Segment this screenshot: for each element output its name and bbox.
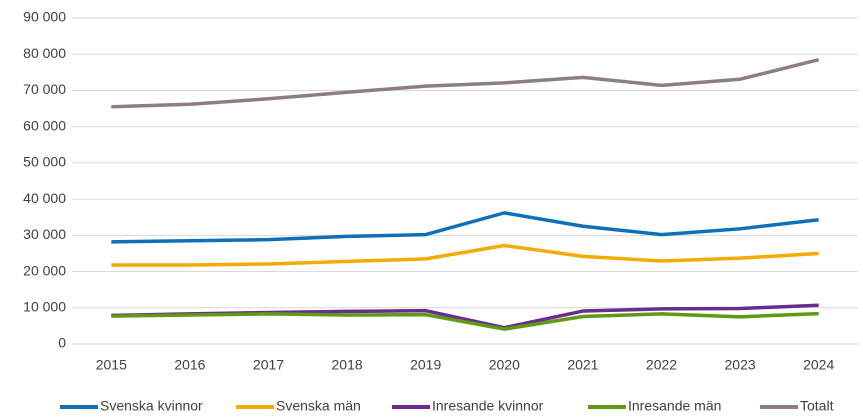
x-tick-label: 2021 xyxy=(567,357,598,373)
legend-label: Svenska män xyxy=(276,398,361,414)
y-tick-label: 50 000 xyxy=(23,154,66,170)
x-tick-label: 2017 xyxy=(253,357,284,373)
y-tick-label: 0 xyxy=(58,335,66,351)
y-tick-label: 10 000 xyxy=(23,298,66,314)
x-tick-label: 2022 xyxy=(646,357,677,373)
x-tick-label: 2015 xyxy=(96,357,127,373)
y-tick-label: 60 000 xyxy=(23,117,66,133)
x-tick-label: 2016 xyxy=(174,357,205,373)
legend-label: Totalt xyxy=(800,398,834,414)
x-tick-label: 2024 xyxy=(803,357,834,373)
y-tick-label: 90 000 xyxy=(23,9,66,25)
legend-label: Svenska kvinnor xyxy=(100,398,203,414)
x-tick-label: 2020 xyxy=(489,357,520,373)
y-tick-label: 70 000 xyxy=(23,81,66,97)
y-tick-label: 80 000 xyxy=(23,45,66,61)
legend-label: Inresande kvinnor xyxy=(432,398,544,414)
x-tick-label: 2018 xyxy=(332,357,363,373)
line-series xyxy=(111,211,819,244)
x-tick-label: 2023 xyxy=(725,357,756,373)
line-series xyxy=(111,311,819,331)
line-series xyxy=(111,57,820,109)
y-tick-label: 20 000 xyxy=(23,262,66,278)
y-tick-label: 30 000 xyxy=(23,226,66,242)
line-series xyxy=(111,243,819,267)
y-tick-label: 40 000 xyxy=(23,190,66,206)
x-tick-label: 2019 xyxy=(410,357,441,373)
legend-label: Inresande män xyxy=(628,398,721,414)
